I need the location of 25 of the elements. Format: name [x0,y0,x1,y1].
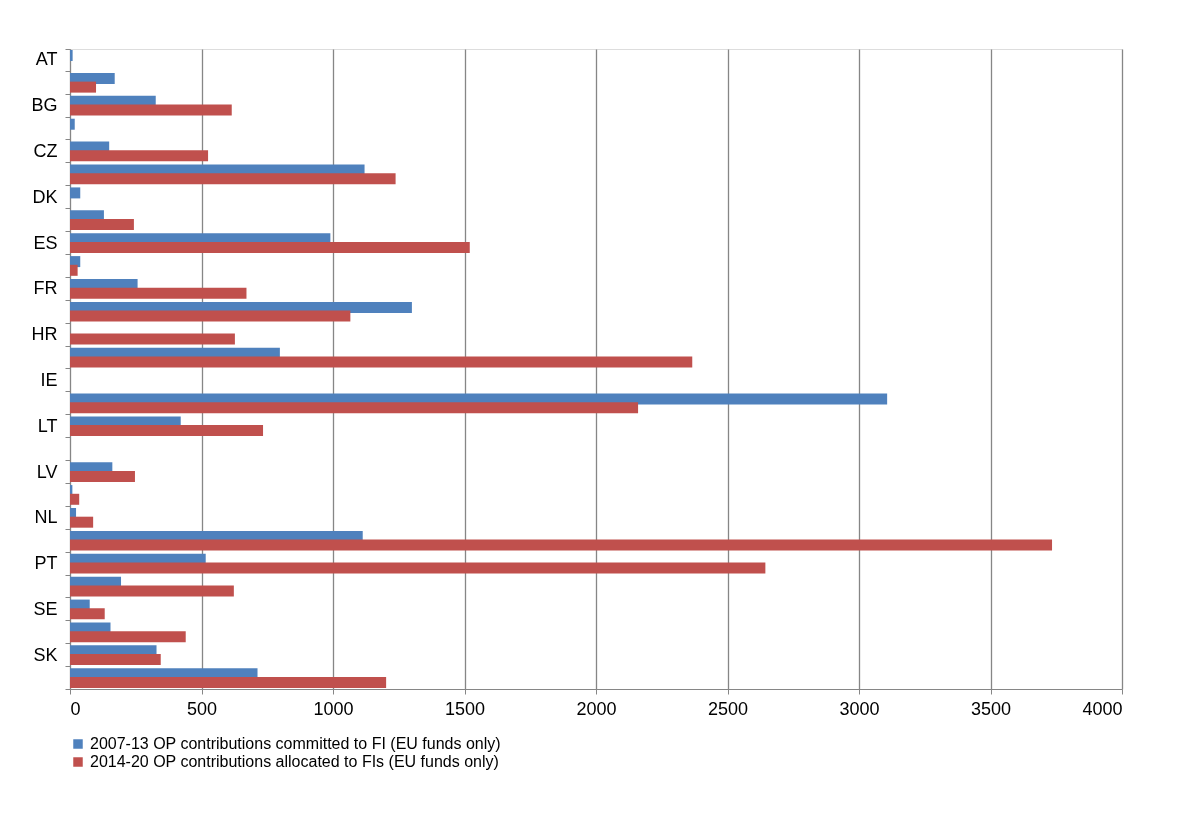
y-tick-label: HR [31,324,58,345]
y-tick-label: LT [37,415,58,436]
y-tick-label: SE [33,598,58,619]
x-tick-label: 2500 [707,698,749,719]
y-tick-label: LV [36,461,58,482]
x-tick-label: 3000 [839,698,880,719]
y-tick-label: NL [34,507,58,528]
x-tick-label: 1500 [444,698,486,719]
y-tick-label: AT [35,49,58,70]
y-tick-label: CZ [33,140,58,161]
y-tick-label: DK [32,186,58,207]
legend-label: 2007-13 OP contributions committed to FI (EU funds only) [90,735,501,752]
y-tick-label: ES [33,232,58,253]
x-tick-label: 3500 [970,698,1012,719]
y-tick-label: BG [31,95,58,116]
x-tick-label: 500 [186,698,218,719]
y-tick-label: PT [34,553,58,574]
x-tick-label: 4000 [1082,698,1123,719]
y-tick-label: FR [33,278,58,299]
y-tick-label: IE [40,369,58,390]
x-tick-label: 1000 [313,698,354,719]
legend-label: 2014-20 OP contributions allocated to FIs (EU funds only) [90,753,499,770]
x-tick-label: 2000 [576,698,617,719]
x-tick-label: 0 [70,698,81,719]
y-tick-label: SK [33,644,58,665]
